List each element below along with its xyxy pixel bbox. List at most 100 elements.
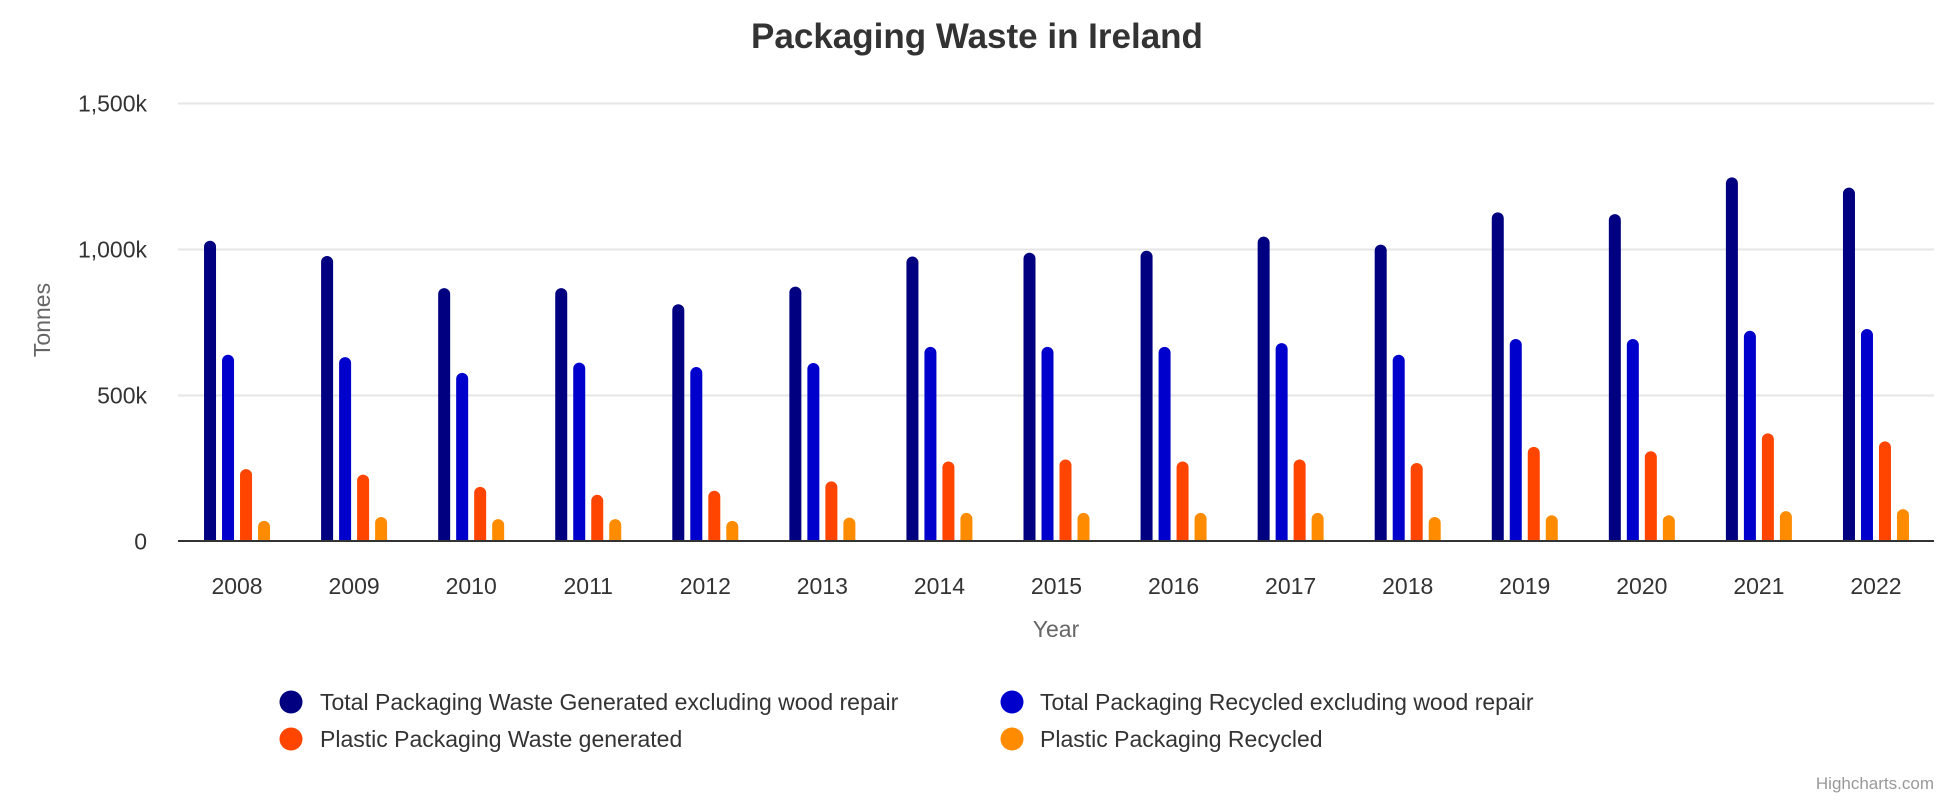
bar[interactable]	[1293, 459, 1306, 541]
bar[interactable]	[726, 520, 739, 541]
x-tick-label: 2009	[329, 573, 380, 599]
bar[interactable]	[843, 517, 856, 541]
bar[interactable]	[258, 520, 271, 541]
bar[interactable]	[1275, 343, 1288, 541]
bar[interactable]	[1041, 346, 1054, 541]
x-tick-label: 2011	[563, 573, 612, 599]
bar[interactable]	[1428, 517, 1441, 541]
bar[interactable]	[690, 367, 703, 541]
legend-marker-icon	[1000, 727, 1024, 751]
bar[interactable]	[222, 354, 235, 541]
legend-item-total-generated[interactable]: Total Packaging Waste Generated excludin…	[279, 689, 899, 715]
bar[interactable]	[1077, 512, 1090, 541]
y-tick-label: 1,500k	[78, 91, 148, 117]
bar[interactable]	[1410, 462, 1423, 541]
y-gridlines	[178, 102, 1934, 397]
bar[interactable]	[672, 304, 685, 541]
legend-label: Plastic Packaging Waste generated	[320, 726, 682, 752]
bar[interactable]	[1257, 236, 1270, 541]
bar[interactable]	[906, 256, 919, 541]
bar[interactable]	[1545, 515, 1558, 541]
legend-marker-icon	[279, 727, 303, 751]
x-tick-label: 2022	[1850, 573, 1901, 599]
bar[interactable]	[708, 490, 721, 541]
bar[interactable]	[375, 517, 388, 541]
bar[interactable]	[492, 519, 505, 541]
bar[interactable]	[1509, 338, 1522, 541]
bar[interactable]	[1158, 346, 1171, 541]
legend-label: Plastic Packaging Recycled	[1040, 726, 1323, 752]
series-2	[240, 433, 1891, 541]
y-axis-title: Tonnes	[29, 283, 55, 357]
x-tick-label: 2015	[1031, 573, 1082, 599]
x-tick-label: 2008	[211, 573, 262, 599]
y-tick-label: 500k	[97, 383, 147, 409]
bar[interactable]	[825, 481, 838, 541]
bar[interactable]	[438, 288, 451, 541]
bar[interactable]	[357, 474, 370, 541]
legend-item-total-recycled[interactable]: Total Packaging Recycled excluding wood …	[1000, 689, 1534, 715]
y-tick-label: 1,000k	[78, 237, 148, 263]
bar[interactable]	[1023, 252, 1036, 541]
y-tick-label: 0	[134, 529, 147, 555]
legend-label: Total Packaging Waste Generated excludin…	[320, 689, 899, 715]
chart-title: Packaging Waste in Ireland	[751, 17, 1203, 56]
bar[interactable]	[1491, 212, 1504, 541]
x-axis-title: Year	[1033, 616, 1080, 642]
bar[interactable]	[1662, 515, 1675, 541]
x-tick-label: 2017	[1265, 573, 1316, 599]
legend: Total Packaging Waste Generated excludin…	[279, 689, 1534, 752]
bar[interactable]	[960, 512, 973, 541]
bar[interactable]	[1896, 509, 1909, 541]
bar[interactable]	[204, 240, 217, 541]
bar[interactable]	[924, 346, 937, 541]
bar[interactable]	[1644, 451, 1657, 541]
bar[interactable]	[555, 288, 568, 541]
credits-link[interactable]: Highcharts.com	[1816, 774, 1934, 793]
bar[interactable]	[1860, 329, 1873, 541]
legend-label: Total Packaging Recycled excluding wood …	[1040, 689, 1534, 715]
bar[interactable]	[591, 494, 604, 541]
bar[interactable]	[1059, 459, 1072, 541]
bar[interactable]	[609, 519, 622, 541]
bar[interactable]	[321, 255, 334, 541]
bar[interactable]	[942, 461, 955, 541]
legend-marker-icon	[279, 690, 303, 714]
legend-item-plastic-generated[interactable]: Plastic Packaging Waste generated	[279, 726, 683, 752]
legend-marker-icon	[1000, 690, 1024, 714]
x-tick-label: 2021	[1733, 573, 1784, 599]
bar[interactable]	[1374, 244, 1387, 541]
bar[interactable]	[474, 486, 487, 541]
bar[interactable]	[807, 362, 820, 541]
bar[interactable]	[1743, 330, 1756, 541]
bar[interactable]	[339, 357, 352, 541]
bar[interactable]	[1779, 511, 1792, 541]
bar[interactable]	[1392, 354, 1405, 541]
x-tick-label: 2013	[797, 573, 848, 599]
bar[interactable]	[1626, 338, 1639, 541]
bar[interactable]	[1140, 250, 1153, 541]
bar[interactable]	[1761, 433, 1774, 541]
bar-series	[204, 177, 1909, 541]
bar[interactable]	[1842, 187, 1855, 541]
bar[interactable]	[1311, 512, 1324, 541]
bar[interactable]	[573, 362, 586, 541]
bar[interactable]	[456, 372, 469, 541]
x-tick-label: 2014	[914, 573, 965, 599]
legend-item-plastic-recycled[interactable]: Plastic Packaging Recycled	[1000, 726, 1323, 752]
x-axis-tick-labels: 2008 2009 2010 2011 2012 2013 2014 2015 2016 2017…	[211, 573, 1901, 599]
bar[interactable]	[789, 286, 802, 541]
series-0	[204, 177, 1855, 541]
x-tick-label: 2020	[1616, 573, 1667, 599]
bar[interactable]	[1878, 441, 1891, 541]
bar[interactable]	[1176, 461, 1189, 541]
bar[interactable]	[1608, 214, 1621, 541]
x-tick-label: 2010	[446, 573, 497, 599]
bar[interactable]	[240, 469, 253, 541]
x-tick-label: 2019	[1499, 573, 1550, 599]
bar[interactable]	[1194, 512, 1207, 541]
bar[interactable]	[1725, 177, 1738, 541]
bar[interactable]	[1527, 446, 1540, 541]
